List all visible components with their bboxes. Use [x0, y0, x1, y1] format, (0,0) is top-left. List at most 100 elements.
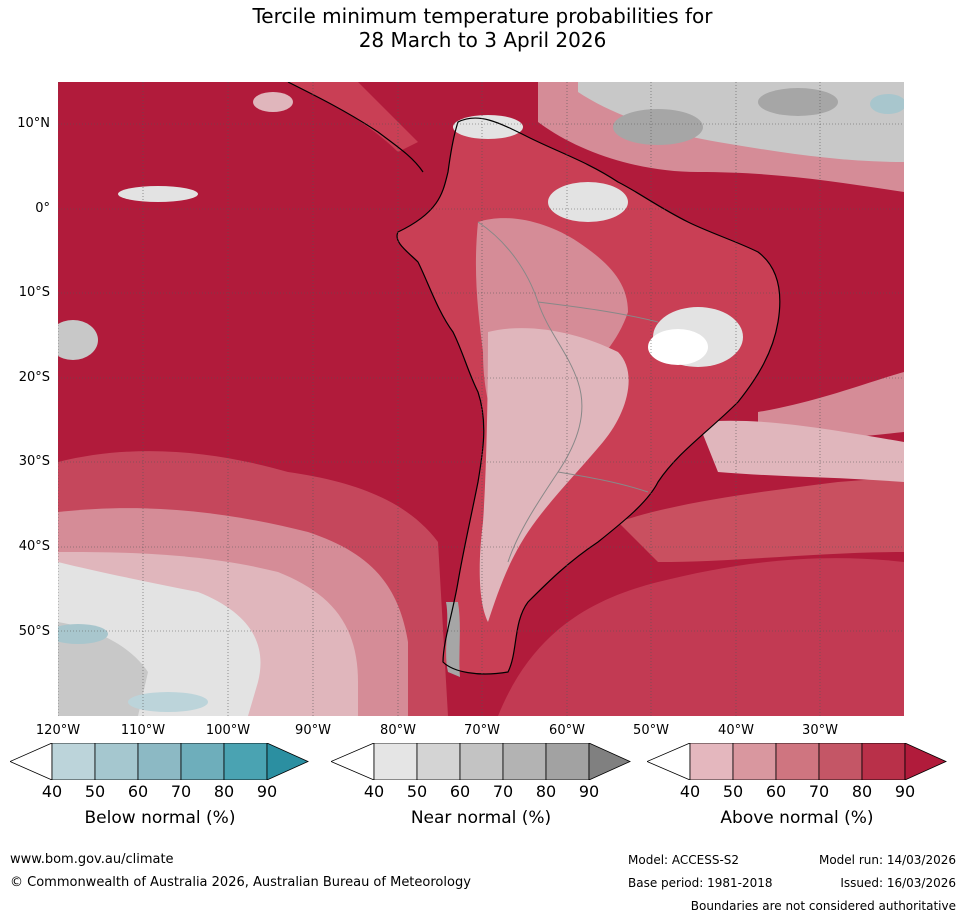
cb-near-tick-90: 90 — [578, 782, 600, 801]
below-normal-patch — [58, 624, 108, 644]
cb-above-tick-50: 50 — [722, 782, 744, 801]
below-normal-north — [870, 94, 904, 114]
cb-near-tick-60: 60 — [449, 782, 471, 801]
lon-label-120w: 120°W — [35, 723, 81, 738]
cb-above-seg-6 — [904, 743, 947, 780]
copyright-text: © Commonwealth of Australia 2026, Austra… — [10, 875, 471, 890]
lon-label-50w: 50°W — [633, 723, 669, 738]
cb-above-tick-70: 70 — [808, 782, 830, 801]
colorbar-above-normal — [647, 743, 947, 780]
colorbar-below-svg — [10, 743, 309, 780]
country-border-1 — [477, 221, 583, 563]
cb-below-seg-6 — [266, 743, 309, 780]
cb-above-tick-60: 60 — [765, 782, 787, 801]
colorbar-near-svg — [331, 743, 631, 780]
cb-near-seg-2 — [416, 743, 461, 780]
lon-label-30w: 30°W — [802, 723, 838, 738]
near-normal-dark-1 — [613, 109, 703, 145]
lat-label-30s: 30°S — [18, 454, 50, 469]
issued-date: Issued: 16/03/2026 — [840, 876, 956, 890]
guiana-near-normal — [548, 182, 628, 222]
cb-below-tick-50: 50 — [84, 782, 106, 801]
cb-below-tick-70: 70 — [170, 782, 192, 801]
lon-label-70w: 70°W — [464, 723, 500, 738]
model-name: Model: ACCESS-S2 — [628, 853, 740, 867]
cb-near-seg-5 — [545, 743, 590, 780]
country-border-2 — [537, 301, 659, 323]
atlantic-band — [758, 372, 904, 440]
cb-above-seg-4 — [818, 743, 863, 780]
lat-label-0: 0° — [35, 201, 50, 216]
map-canvas — [58, 82, 904, 716]
cb-below-title: Below normal (%) — [84, 808, 236, 828]
cb-near-seg-0 — [331, 743, 375, 780]
cb-below-seg-0 — [10, 743, 53, 780]
title-line-1: Tercile minimum temperature probabilitie… — [252, 4, 713, 28]
cb-below-seg-2 — [94, 743, 139, 780]
lat-label-40s: 40°S — [18, 539, 50, 554]
cb-below-seg-4 — [180, 743, 225, 780]
coastline — [396, 117, 781, 675]
cb-below-tick-60: 60 — [127, 782, 149, 801]
central-america — [288, 82, 418, 152]
map-title: Tercile minimum temperature probabilitie… — [0, 4, 965, 52]
lon-label-90w: 90°W — [295, 723, 331, 738]
base-period: Base period: 1981-2018 — [628, 876, 773, 890]
lon-label-60w: 60°W — [549, 723, 585, 738]
lon-label-80w: 80°W — [380, 723, 416, 738]
cb-below-seg-5 — [223, 743, 268, 780]
cb-near-title: Near normal (%) — [410, 808, 552, 828]
lat-label-50s: 50°S — [18, 624, 50, 639]
probability-map — [58, 82, 904, 716]
title-line-2: 28 March to 3 April 2026 — [358, 28, 607, 52]
model-run: Model run: 14/03/2026 — [818, 853, 956, 867]
cb-near-seg-6 — [588, 743, 631, 780]
colorbar-above-svg — [647, 743, 947, 780]
graticule — [58, 82, 904, 716]
caribbean-pale — [453, 115, 523, 139]
lat-label-10n: 10°N — [17, 116, 50, 131]
cb-above-tick-80: 80 — [851, 782, 873, 801]
lat-label-20s: 20°S — [18, 370, 50, 385]
atlantic-pale — [698, 420, 904, 482]
north-pacific-pale — [253, 92, 293, 112]
cb-near-seg-4 — [502, 743, 547, 780]
cb-above-tick-90: 90 — [894, 782, 916, 801]
below-normal-patch-2 — [128, 692, 208, 712]
cb-near-tick-70: 70 — [492, 782, 514, 801]
boundary-disclaimer: Boundaries are not considered authoritat… — [690, 899, 956, 913]
cb-near-tick-40: 40 — [363, 782, 385, 801]
lon-label-100w: 100°W — [205, 723, 251, 738]
cb-above-title: Above normal (%) — [720, 808, 874, 828]
south-atlantic-zone — [498, 558, 904, 716]
lat-label-10s: 10°S — [18, 285, 50, 300]
cb-below-seg-1 — [51, 743, 96, 780]
south-atlantic-mid — [618, 477, 904, 562]
cb-above-seg-5 — [861, 743, 906, 780]
country-border-3 — [557, 471, 649, 493]
lon-label-110w: 110°W — [120, 723, 166, 738]
west-pale — [58, 320, 98, 360]
cb-below-tick-90: 90 — [256, 782, 278, 801]
cb-above-tick-40: 40 — [679, 782, 701, 801]
equator-pale — [118, 186, 198, 202]
colorbar-near-normal — [331, 743, 631, 780]
cb-below-tick-80: 80 — [213, 782, 235, 801]
cb-below-tick-40: 40 — [41, 782, 63, 801]
central-america-coast — [287, 82, 424, 173]
colorbar-below-normal — [10, 743, 310, 780]
cb-above-seg-2 — [732, 743, 777, 780]
cb-near-seg-1 — [373, 743, 418, 780]
brazil-white — [648, 329, 708, 365]
cb-above-seg-1 — [689, 743, 734, 780]
near-normal-sw-dark — [58, 622, 148, 716]
cb-near-tick-50: 50 — [406, 782, 428, 801]
cb-above-seg-0 — [647, 743, 691, 780]
website-link[interactable]: www.bom.gov.au/climate — [10, 852, 174, 867]
lon-label-40w: 40°W — [718, 723, 754, 738]
interior-pale — [479, 328, 629, 622]
near-normal-dark-2 — [758, 88, 838, 116]
cb-above-seg-3 — [775, 743, 820, 780]
cb-below-seg-3 — [137, 743, 182, 780]
cb-near-seg-3 — [459, 743, 504, 780]
